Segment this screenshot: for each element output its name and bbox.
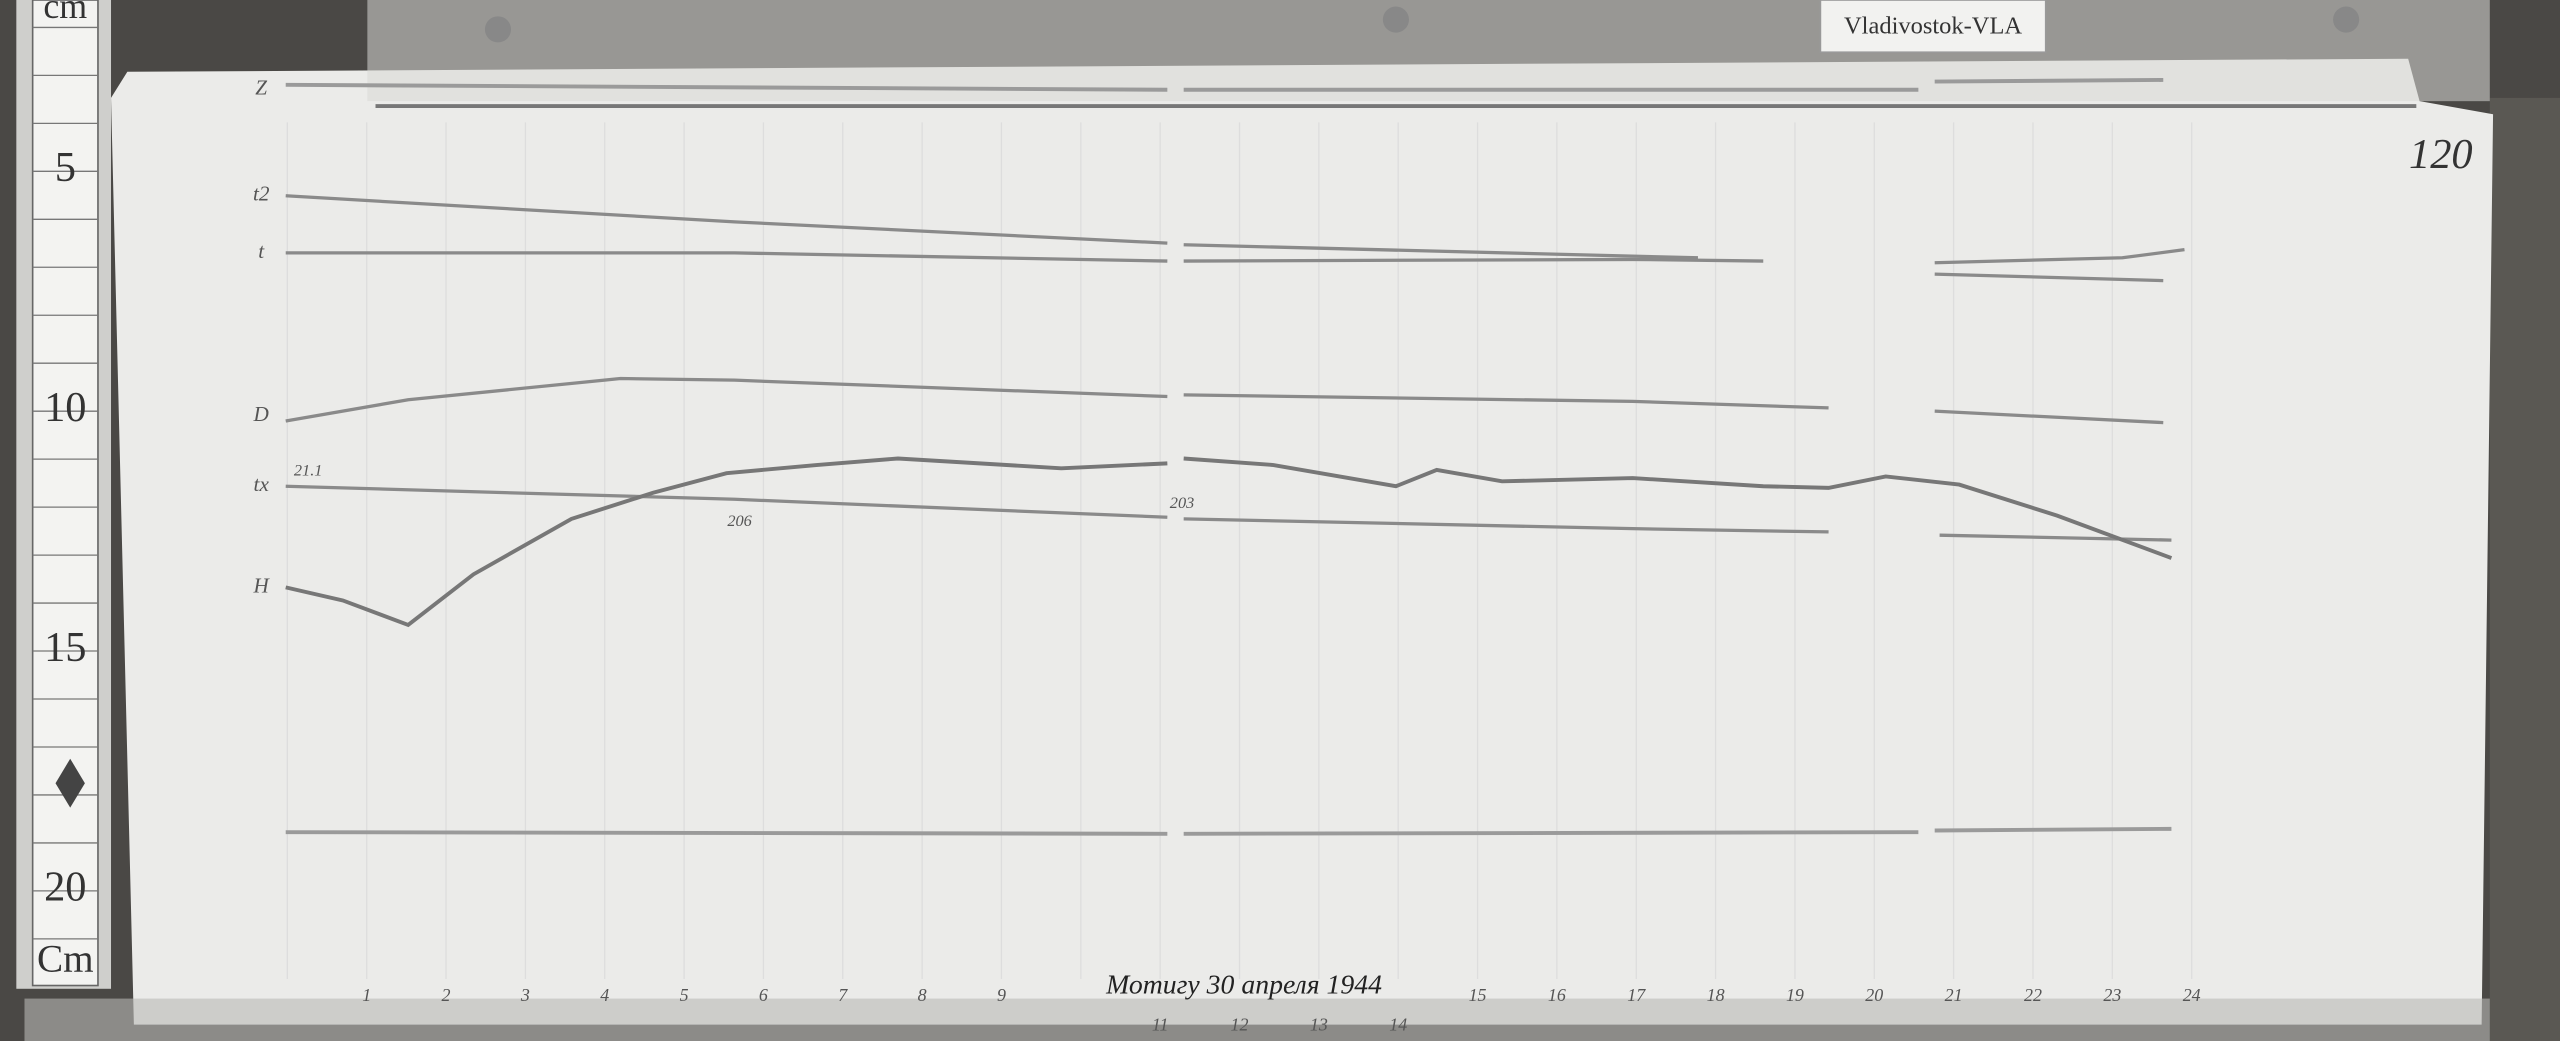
ruler-unit: Cm: [37, 938, 94, 981]
hour-label: 19: [1786, 985, 1804, 1005]
hour-label: 5: [680, 985, 689, 1005]
ruler-ticks: [32, 26, 98, 940]
hour-label: 8: [918, 985, 927, 1005]
hour-label: 15: [1469, 985, 1487, 1005]
ruler-pointer: [55, 758, 85, 808]
trace-label: t2: [253, 182, 270, 206]
hour-label: 18: [1707, 985, 1725, 1005]
trace-base: [285, 826, 2172, 836]
hour-label: 4: [600, 985, 609, 1005]
background-wood: [2489, 97, 2560, 1041]
hour-label: 3: [520, 985, 530, 1005]
ruler-number: 15: [44, 624, 86, 671]
glass-bottom: [24, 998, 2490, 1041]
hour-label: 1: [362, 985, 371, 1005]
trace-note: 206: [727, 511, 752, 530]
hour-label: 6: [759, 985, 768, 1005]
hour-label: 20: [1865, 985, 1883, 1005]
screw: [2333, 6, 2360, 33]
caption: Мотигу 30 апреля 1944: [1105, 970, 1382, 1001]
glass-strip: [367, 0, 2490, 102]
ruler-number: 5: [55, 144, 76, 191]
hour-label: 16: [1548, 985, 1566, 1005]
ruler: [31, 0, 99, 987]
trace-label: D: [253, 402, 269, 426]
trace-h: [285, 456, 2173, 628]
hour-label: 17: [1627, 985, 1646, 1005]
hour-label: 13: [1310, 1014, 1328, 1034]
ruler-number: 10: [44, 384, 86, 431]
trace-t2: [285, 194, 2164, 283]
trace-label: Z: [255, 76, 267, 100]
trace-d: [285, 376, 2164, 425]
trace-tx: [285, 484, 2172, 542]
hour-label: 22: [2024, 985, 2042, 1005]
station-label: Vladivostok-VLA: [1844, 12, 2022, 39]
ruler-unit: cm: [43, 0, 87, 26]
trace-z: [285, 77, 2164, 92]
sheet-number: 120: [2409, 131, 2473, 178]
ruler-marks: 5 10 15 20: [44, 144, 86, 911]
trace-labels: Zt2 t Dtx H: [253, 76, 271, 598]
trace-label: tx: [254, 472, 270, 496]
screw: [1382, 6, 1409, 33]
trace-label: t: [258, 239, 265, 263]
hour-label: 23: [2103, 985, 2121, 1005]
paper: [111, 58, 2494, 1025]
hour-label: 2: [442, 985, 451, 1005]
hour-label: 12: [1231, 1014, 1249, 1034]
hour-label: 14: [1389, 1014, 1407, 1034]
trace-label: H: [253, 573, 271, 597]
hour-label: 24: [2183, 985, 2201, 1005]
ruler-number: 20: [44, 864, 86, 911]
trace-note: 21.1: [294, 460, 323, 479]
hour-lines: [286, 122, 2193, 979]
hour-label: 21: [1945, 985, 1963, 1005]
hour-label: 11: [1152, 1014, 1169, 1034]
hour-label: 7: [838, 985, 848, 1005]
trace-t: [285, 248, 2185, 265]
trace-note: 203: [1170, 493, 1194, 512]
hour-label: 9: [997, 985, 1006, 1005]
station-label-box: [1819, 0, 2047, 54]
screw: [484, 16, 512, 43]
